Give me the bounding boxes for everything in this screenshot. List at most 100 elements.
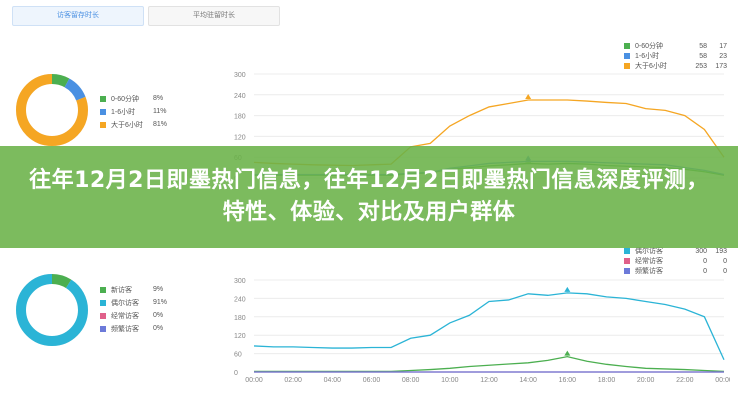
legend-swatch	[100, 108, 106, 115]
legend-swatch	[100, 286, 106, 293]
legend-swatch	[100, 121, 106, 128]
legend-swatch	[624, 268, 630, 274]
legend-item: 大于6小时 81%	[100, 118, 167, 131]
legend-item[interactable]: 1-6小时 58 23	[624, 51, 727, 61]
legend-swatch	[624, 43, 630, 49]
legend-label: 偶尔访客	[635, 248, 663, 255]
top-donut-legend: 0-60分钟 8% 1-6小时 11% 大于6小时 81%	[100, 92, 167, 131]
x-tick-label: 00:00	[245, 377, 263, 384]
legend-swatch	[100, 299, 106, 306]
peak-marker	[525, 94, 532, 99]
bottom-chart-legend: 偶尔访客 300 193 经常访客 0 0 频繁访客 0 0	[624, 246, 727, 276]
legend-value: 91%	[153, 299, 168, 306]
legend-value: 8%	[153, 95, 164, 102]
legend-value: 0	[703, 257, 707, 265]
legend-label: 1-6小时	[635, 53, 660, 60]
legend-item[interactable]: 偶尔访客 300 193	[624, 246, 727, 256]
series-line[interactable]	[253, 292, 725, 361]
x-tick-label: 04:00	[324, 377, 342, 384]
series-line[interactable]	[254, 356, 725, 373]
legend-value: 0	[723, 267, 727, 275]
page-title: 往年12月2日即墨热门信息，往年12月2日即墨热门信息深度评测，特性、体验、对比…	[29, 168, 709, 225]
legend-swatch	[100, 325, 106, 332]
y-tick-label: 0	[234, 370, 238, 377]
y-tick-label: 180	[234, 315, 246, 322]
legend-item[interactable]: 大于6小时 253 173	[624, 61, 727, 71]
y-tick-label: 120	[234, 333, 246, 340]
peak-marker	[564, 350, 571, 356]
legend-swatch	[624, 248, 630, 254]
legend-item[interactable]: 经常访客 0 0	[624, 256, 727, 266]
x-tick-label: 08:00	[402, 377, 420, 384]
y-tick-label: 240	[234, 296, 246, 303]
y-tick-label: 120	[234, 134, 246, 141]
legend-label: 经常访客	[635, 258, 663, 265]
legend-value: 11%	[153, 108, 167, 115]
bottom-donut-chart	[16, 274, 88, 346]
legend-value: 0%	[153, 312, 164, 319]
legend-label: 新访客	[111, 286, 132, 294]
legend-label: 0-60分钟	[111, 95, 140, 103]
legend-label: 频繁访客	[635, 268, 663, 275]
top-donut-chart	[16, 74, 88, 146]
legend-item[interactable]: 频繁访客 0 0	[624, 266, 727, 276]
x-tick-label: 18:00	[598, 377, 616, 384]
x-tick-label: 06:00	[363, 377, 381, 384]
x-tick-label: 22:00	[676, 377, 694, 384]
legend-label: 1-6小时	[111, 108, 136, 116]
legend-swatch	[100, 95, 106, 102]
legend-value: 0	[723, 257, 727, 265]
x-tick-label: 02:00	[284, 377, 302, 384]
legend-item[interactable]: 0-60分钟 58 17	[624, 41, 727, 51]
legend-swatch	[624, 258, 630, 264]
y-tick-label: 180	[234, 114, 246, 121]
tab-bar: 访客留存时长 平均驻留时长	[12, 6, 284, 26]
legend-label: 0-60分钟	[635, 43, 664, 50]
y-tick-label: 300	[234, 278, 246, 285]
legend-value: 0	[703, 267, 707, 275]
legend-item: 偶尔访客 91%	[100, 296, 167, 309]
legend-value: 58	[699, 42, 707, 50]
legend-value: 58	[699, 52, 707, 60]
legend-value: 300	[695, 247, 707, 255]
legend-item: 经常访客 0%	[100, 309, 167, 322]
legend-item: 新访客 9%	[100, 283, 167, 296]
legend-swatch	[100, 312, 106, 319]
legend-label: 大于6小时	[111, 121, 143, 129]
legend-value: 193	[715, 247, 727, 255]
legend-value: 0%	[153, 325, 164, 332]
donut-slice[interactable]	[16, 74, 88, 146]
legend-item: 1-6小时 11%	[100, 105, 167, 118]
x-tick-label: 10:00	[441, 377, 459, 384]
title-banner: 往年12月2日即墨热门信息，往年12月2日即墨热门信息深度评测，特性、体验、对比…	[0, 146, 738, 248]
legend-swatch	[624, 53, 630, 59]
legend-item: 0-60分钟 8%	[100, 92, 167, 105]
legend-value: 253	[695, 62, 707, 70]
legend-item: 频繁访客 0%	[100, 322, 167, 335]
legend-label: 大于6小时	[635, 63, 667, 70]
legend-label: 偶尔访客	[111, 299, 139, 307]
x-tick-label: 20:00	[637, 377, 655, 384]
y-tick-label: 300	[234, 72, 246, 79]
legend-label: 经常访客	[111, 312, 139, 320]
x-tick-label: 16:00	[559, 377, 577, 384]
legend-value: 173	[715, 62, 727, 70]
bottom-donut-legend: 新访客 9% 偶尔访客 91% 经常访客 0% 频繁访客 0%	[100, 283, 167, 335]
peak-marker	[564, 286, 571, 292]
x-tick-label: 12:00	[480, 377, 498, 384]
bottom-line-chart: 300 240 180 120 60 0 00:00 02:00 04:00 06:00 08:00…	[234, 278, 730, 384]
x-tick-label: 14:00	[519, 377, 537, 384]
x-tick-label: 00:00	[715, 377, 730, 384]
top-chart-legend: 0-60分钟 58 17 1-6小时 58 23 大于6小时 253 173	[624, 41, 727, 71]
legend-label: 频繁访客	[111, 325, 139, 333]
legend-swatch	[624, 63, 630, 69]
tab-visitor-retention[interactable]: 访客留存时长	[12, 6, 144, 26]
legend-value: 23	[719, 52, 727, 60]
legend-value: 81%	[153, 121, 168, 128]
tab-average-dwell[interactable]: 平均驻留时长	[148, 6, 280, 26]
y-tick-label: 240	[234, 93, 246, 100]
y-tick-label: 60	[234, 352, 242, 359]
donut-slice[interactable]	[16, 274, 88, 346]
legend-value: 17	[719, 42, 727, 50]
legend-value: 9%	[153, 286, 164, 293]
